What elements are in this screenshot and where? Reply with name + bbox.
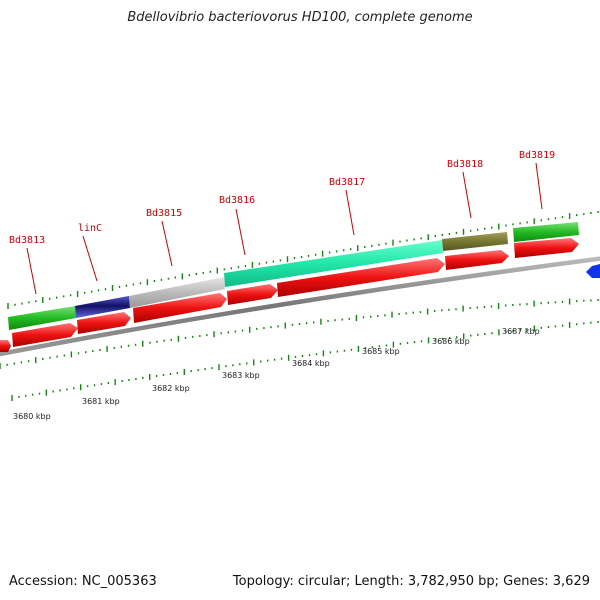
kbp-label-3685: 3685 kbp: [362, 347, 400, 356]
kbp-label-3681: 3681 kbp: [82, 397, 120, 406]
cds-arrow-5[interactable]: [277, 258, 445, 297]
cds-track: [0, 238, 600, 352]
gene-label-bd3818[interactable]: Bd3818: [447, 159, 483, 170]
gene-bar-linc[interactable]: [75, 296, 130, 318]
kbp-label-3680: 3680 kbp: [13, 412, 51, 421]
kbp-label-3683: 3683 kbp: [222, 371, 260, 380]
map-title: Bdellovibrio bacteriovorus HD100, comple…: [127, 10, 473, 25]
genome-summary-text: Topology: circular; Length: 3,782,950 bp…: [232, 574, 590, 589]
gene-bar-bd3819[interactable]: [513, 222, 579, 242]
gene-label-bd3816[interactable]: Bd3816: [219, 195, 255, 206]
gene-label-linc[interactable]: linC: [78, 223, 102, 234]
kbp-label-3684: 3684 kbp: [292, 359, 330, 368]
gene-labels: Bd3813 linC Bd3815 Bd3816 Bd3817 Bd3818 …: [9, 150, 555, 246]
gene-bar-bd3813[interactable]: [8, 306, 76, 330]
label-leaders: [26, 162, 543, 295]
accession-text: Accession: NC_005363: [9, 574, 157, 589]
gene-bar-bd3818[interactable]: [442, 232, 508, 251]
cds-arrow-2[interactable]: [77, 312, 131, 334]
cds-arrow-4[interactable]: [227, 284, 278, 305]
feature-track: [8, 222, 579, 330]
gene-label-bd3817[interactable]: Bd3817: [329, 177, 365, 188]
gene-label-bd3813[interactable]: Bd3813: [9, 235, 45, 246]
kbp-labels: 3680 kbp 3681 kbp 3682 kbp 3683 kbp 3684…: [13, 327, 540, 421]
tick-marks-upper: [7, 211, 599, 309]
cds-arrow-3[interactable]: [133, 293, 227, 323]
cds-arrow-blue-edge[interactable]: [586, 264, 600, 278]
cds-arrow-6[interactable]: [445, 250, 509, 270]
kbp-label-3682: 3682 kbp: [152, 384, 190, 393]
genome-backbone: [0, 256, 600, 357]
gene-bar-bd3815[interactable]: [129, 277, 225, 308]
gene-label-bd3819[interactable]: Bd3819: [519, 150, 555, 161]
gene-bar-bd3816-3817[interactable]: [224, 240, 443, 287]
cds-arrow-1[interactable]: [12, 323, 78, 347]
tick-marks-lower: [11, 321, 599, 401]
gene-label-bd3815[interactable]: Bd3815: [146, 208, 182, 219]
cds-arrow-7[interactable]: [514, 238, 579, 258]
tick-marks-middle: [0, 298, 599, 369]
kbp-label-3686: 3686 kbp: [432, 337, 470, 346]
kbp-label-3687: 3687 kbp: [502, 327, 540, 336]
cds-arrow-edge[interactable]: [0, 340, 11, 352]
